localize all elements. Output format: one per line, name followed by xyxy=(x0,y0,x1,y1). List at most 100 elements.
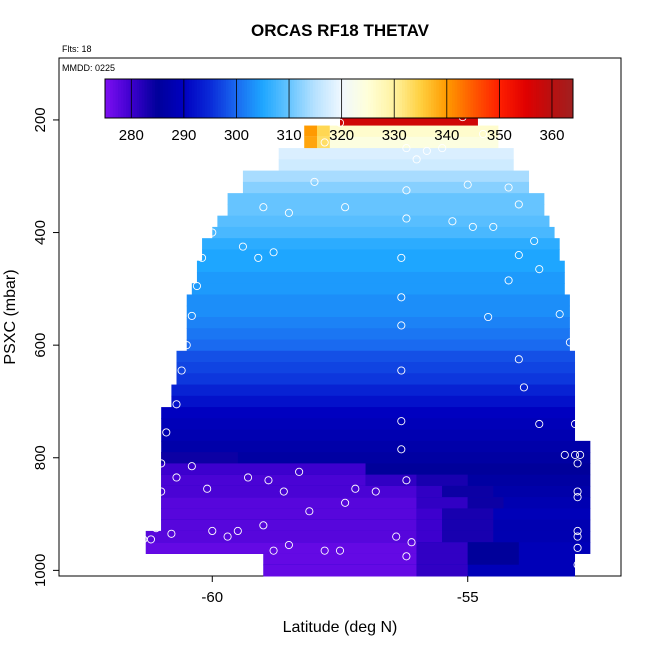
observation-marker xyxy=(335,118,345,127)
colorbar-bin xyxy=(478,79,482,118)
heatmap-cell xyxy=(191,283,565,295)
colorbar-bin xyxy=(175,79,180,118)
heatmap-cell xyxy=(176,350,576,363)
colorbar-bin xyxy=(383,79,387,118)
heatmap-cell xyxy=(161,429,576,442)
colorbar-bin xyxy=(509,79,513,118)
colorbar-bin xyxy=(168,79,172,118)
colorbar-bin xyxy=(254,79,258,118)
observation-marker xyxy=(305,507,314,516)
colorbar-bin xyxy=(215,79,219,118)
colorbar-bin xyxy=(446,79,450,118)
colorbar-bin xyxy=(291,79,295,118)
colorbar-bin xyxy=(452,79,456,118)
colorbar-bin xyxy=(115,79,119,118)
colorbar-bin xyxy=(488,79,492,118)
observation-marker xyxy=(560,450,569,459)
colorbar-bin xyxy=(223,79,227,118)
observation-marker xyxy=(269,248,278,257)
colorbar-bin xyxy=(425,79,429,118)
colorbar-tick-label: 360 xyxy=(539,127,564,144)
x-tick-label: -60 xyxy=(201,589,223,606)
date-label: MMDD: 0225 xyxy=(62,63,115,73)
y-axis: 200 400 600 800 1000 xyxy=(32,107,59,587)
observation-marker xyxy=(573,487,582,496)
colorbar-bin xyxy=(417,79,421,118)
colorbar-bin xyxy=(357,79,361,118)
observation-marker xyxy=(284,540,293,550)
colorbar-bin xyxy=(470,79,474,118)
observation-marker xyxy=(259,521,268,530)
heatmap-cell xyxy=(161,485,417,498)
observation-marker xyxy=(535,419,544,429)
colorbar-bin xyxy=(541,79,545,118)
colorbar-bin xyxy=(402,79,406,118)
observation-marker xyxy=(139,535,148,544)
colorbar-bin xyxy=(310,79,314,118)
colorbar-bin xyxy=(360,79,364,118)
heatmap-cell xyxy=(365,474,417,487)
observation-marker xyxy=(504,276,513,285)
colorbar-bin xyxy=(367,79,371,118)
observation-marker xyxy=(402,186,411,195)
observation-marker xyxy=(397,253,406,262)
colorbar-bin xyxy=(412,79,416,118)
colorbar-bin xyxy=(123,79,127,118)
colorbar-bin xyxy=(268,79,272,118)
colorbar-bin xyxy=(283,79,287,118)
heatmap-cell xyxy=(202,238,560,250)
observation-marker xyxy=(157,487,166,496)
observation-marker xyxy=(397,417,406,426)
colorbar-bin xyxy=(246,79,251,118)
observation-marker xyxy=(310,177,319,186)
colorbar-bin xyxy=(239,79,243,118)
heatmap-cell xyxy=(317,136,330,149)
colorbar-bin xyxy=(225,79,229,118)
observation-marker xyxy=(489,222,498,231)
heatmap-cell xyxy=(186,339,570,352)
observation-marker xyxy=(335,546,345,555)
colorbar-bin xyxy=(147,79,151,118)
heatmap-cell xyxy=(186,305,570,318)
observation-marker xyxy=(463,180,472,189)
colorbar-bin xyxy=(336,79,340,118)
colorbar-bin xyxy=(241,79,245,118)
observation-marker xyxy=(187,311,196,320)
colorbar-tick-label: 290 xyxy=(171,127,196,144)
observation-marker xyxy=(555,310,564,319)
colorbar-bin xyxy=(370,79,374,118)
colorbar-bin xyxy=(507,79,511,118)
observation-marker xyxy=(530,236,539,246)
observation-marker xyxy=(254,253,263,262)
colorbar-bin xyxy=(388,79,392,118)
heatmap-cell xyxy=(161,519,417,532)
colorbar-bin xyxy=(262,79,266,118)
observation-marker xyxy=(351,484,360,493)
colorbar-tick-label: 330 xyxy=(382,127,407,144)
colorbar-bin xyxy=(496,79,500,118)
observation-marker xyxy=(203,484,212,493)
colorbar-bin xyxy=(409,79,414,118)
observation-marker xyxy=(157,459,166,468)
colorbar-bin xyxy=(315,79,319,118)
observation-marker xyxy=(264,476,273,485)
colorbar-bin xyxy=(281,79,285,118)
x-axis-label: Latitude (deg N) xyxy=(283,619,398,636)
colorbar-bin xyxy=(523,79,527,118)
heatmap-cell xyxy=(186,328,570,341)
chart-title: ORCAS RF18 THETAV xyxy=(251,21,430,40)
heatmap-cell xyxy=(186,317,570,329)
heatmap-cell xyxy=(263,564,417,577)
heatmap-cell xyxy=(304,125,318,138)
colorbar-bin xyxy=(139,79,143,118)
heatmap-cell xyxy=(416,497,468,509)
colorbar-tick-label: 310 xyxy=(277,127,302,144)
colorbar-bin xyxy=(499,79,503,118)
observation-marker xyxy=(573,532,582,541)
observation-marker xyxy=(402,552,411,561)
colorbar-bin xyxy=(386,79,390,118)
colorbar-bin xyxy=(520,79,524,118)
colorbar-bin xyxy=(467,79,471,118)
colorbar-bin xyxy=(231,79,235,118)
colorbar-bin xyxy=(565,79,569,118)
